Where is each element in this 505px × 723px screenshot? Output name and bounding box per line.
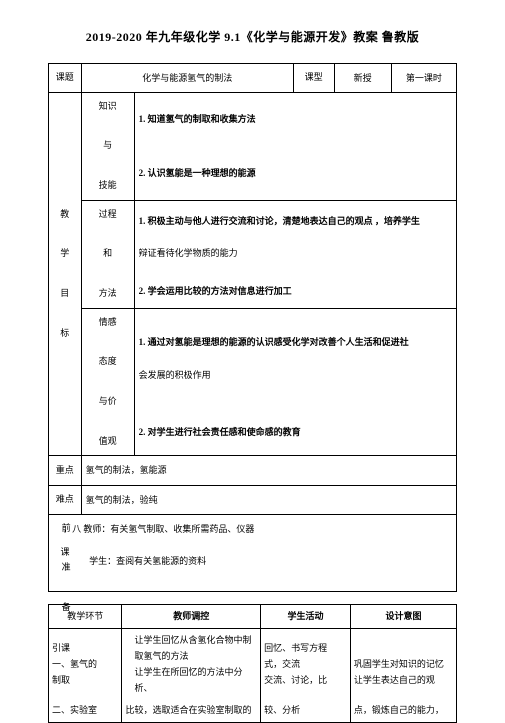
t2-h4: 设计意图: [350, 605, 456, 628]
t2-r2c4: 点，锻炼自己的能力，: [350, 699, 456, 722]
t2-r1c4: 巩固学生对知识的记忆 让学生表达自己的观: [350, 628, 456, 699]
t2-r2c1: 二、实验室: [49, 699, 122, 722]
emotion-label: 情感 态度 与价 值观: [81, 308, 134, 456]
objectives-label: 教 学 目 标: [49, 92, 82, 456]
t2-r2c2: 比较，选取适合在实验室制取的: [122, 699, 261, 722]
period: 第一课时: [391, 64, 456, 93]
t2-r1c3: 回忆、书写方程 式，交流 交流、讨论，比: [261, 628, 351, 699]
t2-r2c3: 较、分析: [261, 699, 351, 722]
type-label: 课型: [293, 64, 334, 93]
doc-title: 2019-2020 年九年级化学 9.1《化学与能源开发》教案 鲁教版: [48, 28, 457, 45]
main-table: 课题 化学与能源氢气的制法 课型 新授 第一课时 教 学 目 标 知识 与 技能…: [48, 63, 457, 592]
prep-content: 前 准 备 ，八 教师：有关氢气制取、收集所需药品、仪器 学生：查阅有关氢能源的…: [81, 514, 456, 592]
topic-label: 课题: [49, 64, 82, 93]
emotion-item1: 1. 通过对氢能是理想的能源的认识感受化学对改善个人生活和促进社 会发展的积极作…: [134, 308, 456, 408]
knowledge-item1: 1. 知道氢气的制取和收集方法: [134, 92, 456, 146]
process-table: 教学环节 教师调控 学生活动 设计意图 引课 一、氢气的 制取 让学生回忆从含氢…: [48, 604, 457, 722]
difficulty-value: 氢气的制法，验纯: [81, 485, 456, 514]
t2-r1c1: 引课 一、氢气的 制取: [49, 628, 122, 699]
type-value: 新授: [334, 64, 391, 93]
knowledge-label: 知识 与 技能: [81, 92, 134, 200]
emotion-item2: 2. 对学生进行社会责任感和使命感的教育: [134, 409, 456, 456]
keypoint-label: 重点: [49, 456, 82, 485]
t2-h2: 教师调控: [122, 605, 261, 628]
prep-student: 学生：查阅有关氢能源的资料: [89, 556, 206, 566]
topic-value: 化学与能源氢气的制法: [81, 64, 293, 93]
t2-h3: 学生活动: [261, 605, 351, 628]
prep-teacher: 教师：有关氢气制取、收集所需药品、仪器: [83, 524, 254, 534]
keypoint-value: 氢气的制法，氢能源: [81, 456, 456, 485]
difficulty-label: 难点: [49, 485, 82, 514]
t2-r1c2: 让学生回忆从含氢化合物中制 取氢气的方法 让学生在所回忆的方法中分析、: [122, 628, 261, 699]
process-item2: 2. 学会运用比较的方法对信息进行加工: [134, 274, 456, 309]
knowledge-item2: 2. 认识氢能是一种理想的能源: [134, 146, 456, 200]
process-label: 过程 和 方法: [81, 200, 134, 308]
process-item1: 1. 积极主动与他人进行交流和讨论，清楚地表达自己的观点 ，培养学生 辩证看待化…: [134, 200, 456, 273]
